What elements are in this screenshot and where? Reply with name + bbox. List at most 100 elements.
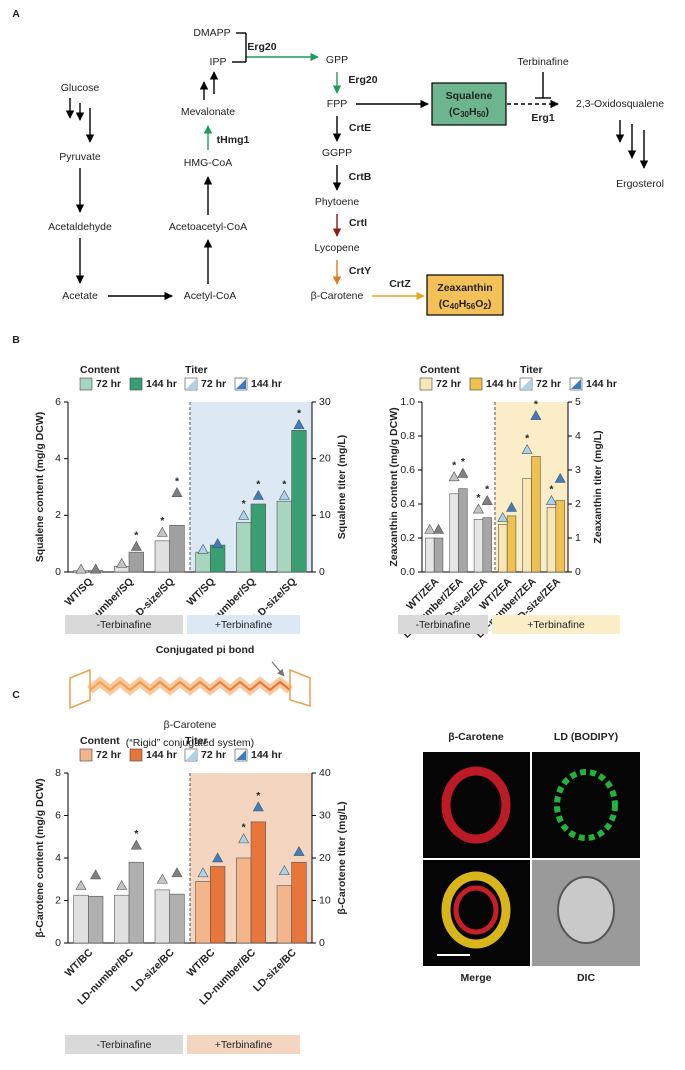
legend-title: Content bbox=[80, 735, 120, 747]
legend-swatch bbox=[521, 379, 531, 389]
titer-marker bbox=[130, 540, 142, 551]
bar bbox=[195, 551, 211, 573]
legend-swatch bbox=[129, 377, 143, 391]
group-box bbox=[65, 615, 183, 634]
significance: * bbox=[525, 432, 530, 444]
significance: * bbox=[256, 478, 261, 490]
x-tick-label: WT/SQ bbox=[185, 576, 218, 609]
bar bbox=[522, 478, 532, 573]
image-label: LD (BODIPY) bbox=[554, 731, 618, 743]
legend-swatch bbox=[419, 377, 433, 391]
x-tick-label: LD-size/BC bbox=[251, 946, 299, 994]
enzyme: CrtB bbox=[349, 171, 372, 183]
y2-tick-label: 10 bbox=[319, 509, 331, 521]
bar bbox=[128, 861, 144, 944]
titer-marker bbox=[293, 846, 305, 856]
titer-marker bbox=[156, 873, 168, 884]
titer-marker bbox=[481, 494, 493, 505]
ring bbox=[69, 668, 91, 710]
titer-marker bbox=[238, 509, 250, 520]
legend-label: 72 hr bbox=[536, 378, 561, 390]
y2-tick-label: 3 bbox=[575, 464, 581, 476]
legend-title: Content bbox=[420, 364, 460, 376]
formula-part: 30 bbox=[460, 110, 469, 119]
bar bbox=[473, 518, 484, 573]
cell bbox=[441, 766, 511, 844]
structure-caption: (“Rigid” conjugated system) bbox=[126, 737, 254, 749]
bar bbox=[555, 500, 565, 573]
significance: * bbox=[256, 790, 261, 802]
pathway-node: Acetoacetyl-CoA bbox=[169, 221, 247, 233]
pathway-node: Mevalonate bbox=[181, 106, 235, 118]
titer-marker bbox=[448, 471, 460, 482]
bar bbox=[498, 524, 508, 573]
pathway-node: DMAPP bbox=[193, 27, 230, 39]
pathway-node: Lycopene bbox=[314, 242, 359, 254]
significance: * bbox=[452, 460, 457, 472]
group-label: +Terbinafine bbox=[527, 619, 585, 631]
pathway-node: IPP bbox=[210, 56, 227, 68]
legend-label: 144 hr bbox=[146, 749, 177, 761]
significance: * bbox=[485, 483, 490, 495]
legend-label: 72 hr bbox=[96, 749, 121, 761]
y2-tick-label: 1 bbox=[575, 532, 581, 544]
titer-marker bbox=[197, 543, 209, 554]
titer-marker bbox=[472, 503, 484, 514]
legend-label: 144 hr bbox=[586, 378, 617, 390]
legend-label: 144 hr bbox=[251, 378, 282, 390]
titer-marker bbox=[75, 563, 87, 574]
bar bbox=[236, 857, 252, 944]
pathway-node: Phytoene bbox=[315, 196, 360, 208]
pathway-node: Acetate bbox=[62, 290, 98, 302]
legend-label: 72 hr bbox=[436, 378, 461, 390]
product-formula: (C40H56O2) bbox=[439, 298, 492, 311]
y-tick-label: 4 bbox=[55, 452, 61, 464]
titer-marker bbox=[278, 489, 290, 500]
y-tick-label: 8 bbox=[55, 767, 61, 779]
y-tick-label: 1.0 bbox=[400, 396, 415, 408]
bar bbox=[154, 889, 170, 944]
y-axis-title: β-Carotene content (mg/g DCW) bbox=[34, 778, 46, 937]
image-ld bbox=[532, 752, 640, 858]
titer-marker bbox=[554, 472, 566, 483]
product-box bbox=[426, 274, 504, 316]
group-label: -Terbinafine bbox=[97, 619, 152, 631]
formula-part: ) bbox=[488, 298, 492, 310]
bar bbox=[291, 430, 307, 573]
legend-swatch bbox=[79, 748, 93, 762]
y2-tick-label: 0 bbox=[575, 566, 581, 578]
y2-tick-label: 5 bbox=[575, 396, 581, 408]
y2-axis-title: β-Carotene titer (mg/L) bbox=[336, 801, 348, 914]
bar bbox=[433, 537, 444, 573]
y2-tick-label: 30 bbox=[319, 396, 331, 408]
bar bbox=[276, 885, 292, 944]
y-tick-label: 0.8 bbox=[400, 430, 415, 442]
bar bbox=[236, 522, 252, 573]
formula-part: (C bbox=[439, 298, 450, 310]
bar bbox=[195, 881, 211, 944]
titer-marker bbox=[238, 833, 250, 844]
titer-marker bbox=[252, 489, 264, 500]
legend-label: 144 hr bbox=[486, 378, 517, 390]
legend-label: 144 hr bbox=[146, 378, 177, 390]
carotene-chain bbox=[89, 680, 291, 692]
pathway-node: Ergosterol bbox=[616, 178, 664, 190]
cell bbox=[557, 876, 615, 944]
significance: * bbox=[242, 498, 247, 510]
titer-marker bbox=[252, 801, 264, 812]
enzyme: Erg1 bbox=[531, 112, 555, 124]
significance: * bbox=[534, 398, 539, 410]
y2-tick-label: 30 bbox=[319, 809, 331, 821]
titer-marker bbox=[116, 557, 128, 568]
legend-swatch bbox=[186, 379, 196, 389]
legend-swatch bbox=[571, 379, 581, 389]
bar bbox=[291, 861, 307, 944]
titer-marker bbox=[497, 511, 509, 522]
bar bbox=[169, 893, 185, 944]
group-label: -Terbinafine bbox=[416, 619, 471, 631]
legend-label: 72 hr bbox=[201, 749, 226, 761]
bar bbox=[210, 544, 226, 573]
titer-marker bbox=[90, 563, 102, 574]
image-label: DIC bbox=[577, 972, 596, 984]
legend-swatch bbox=[129, 748, 143, 762]
